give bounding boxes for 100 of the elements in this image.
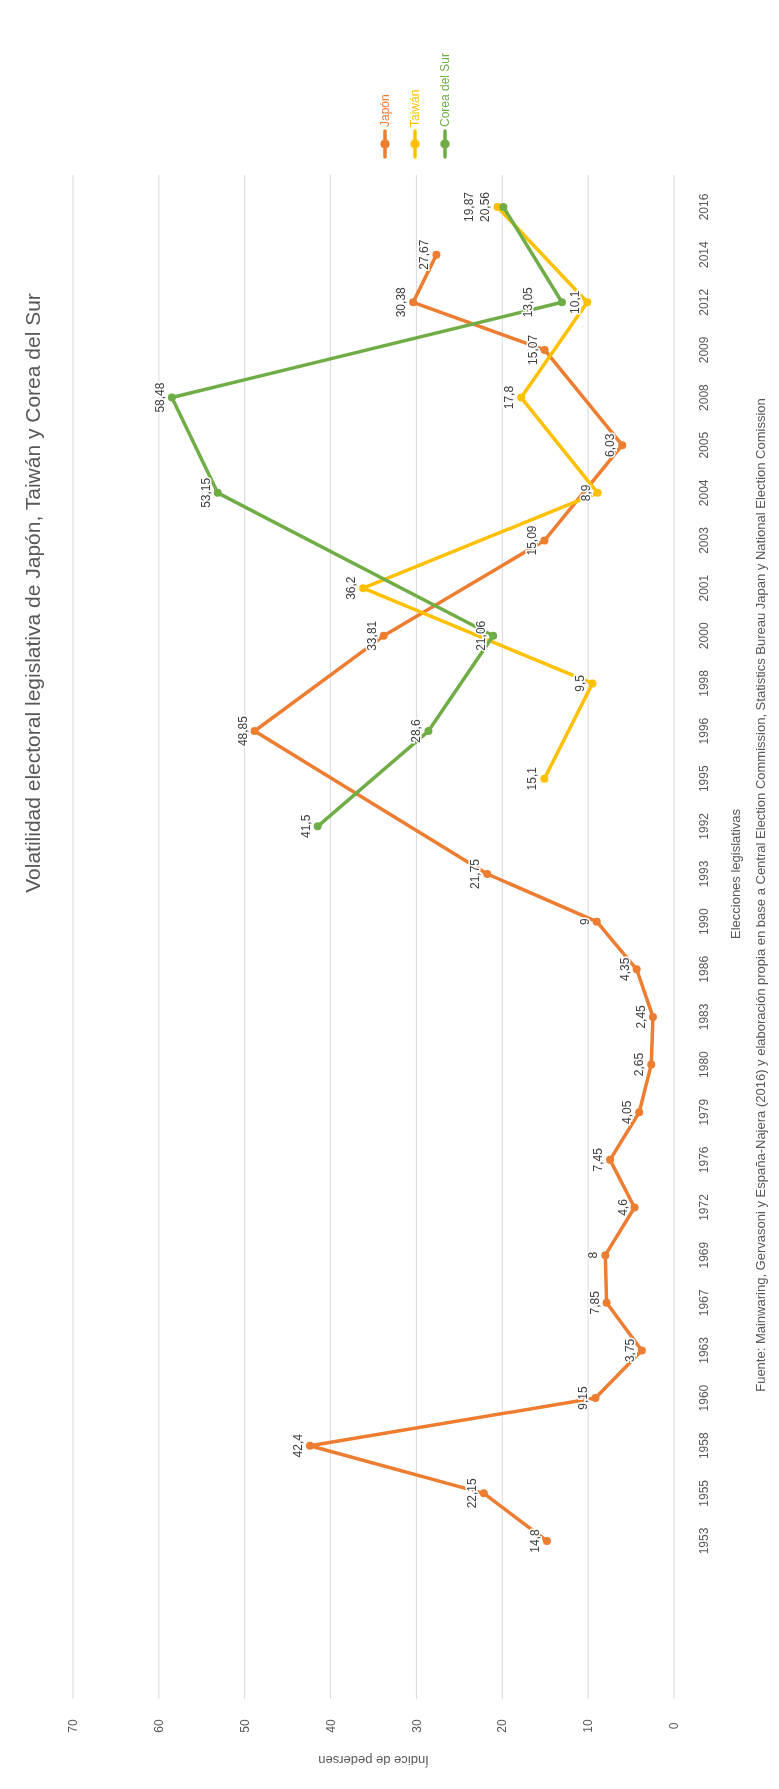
y-axis-title: Elecciones legislativas [728, 808, 743, 940]
data-label: 20,56 [478, 191, 493, 223]
y-tick-label: 2014 [697, 240, 712, 268]
point [647, 1060, 656, 1069]
text: Japón [378, 94, 393, 127]
point [432, 250, 441, 259]
y-tick-label: 1960 [697, 1384, 712, 1412]
data-label: 21,75 [468, 858, 483, 890]
data-label: 48,85 [235, 715, 250, 747]
text: Taiwán [408, 89, 423, 127]
data-label: 14,8 [527, 1529, 542, 1553]
data-label: 21,06 [474, 620, 489, 651]
y-tick-label: 1972 [697, 1193, 712, 1221]
data-label: 15,07 [525, 334, 540, 365]
data-label: 2,65 [632, 1052, 647, 1077]
data-label: 41,5 [298, 814, 313, 839]
y-tick-label: 1963 [697, 1336, 712, 1364]
data-label: 15,09 [525, 525, 540, 556]
data-label: 13,05 [520, 286, 535, 318]
data-label: 4,6 [615, 1198, 630, 1216]
point [379, 631, 388, 640]
data-label: 36,2 [344, 576, 359, 600]
y-tick-label: 2001 [697, 574, 712, 602]
point [618, 441, 627, 450]
y-tick-label: 1992 [697, 812, 712, 840]
x-tick-label: 50 [237, 1719, 252, 1733]
y-tick-label: 2008 [697, 383, 712, 411]
point [591, 1394, 600, 1403]
y-tick-label: 1983 [697, 1003, 712, 1031]
point [588, 679, 597, 688]
text: Corea del Sur [438, 52, 453, 127]
point [483, 870, 492, 878]
point [630, 1203, 639, 1212]
point [540, 774, 549, 783]
data-label: 6,03 [603, 433, 618, 457]
y-tick-label: 2005 [697, 431, 712, 459]
point [592, 917, 601, 926]
point [409, 298, 418, 307]
y-tick-label: 2009 [697, 336, 712, 364]
y-tick-label: 2003 [697, 526, 712, 554]
data-label: 42,4 [290, 1433, 305, 1458]
point [542, 1537, 551, 1545]
data-label: 17,8 [502, 385, 517, 410]
x-tick-label: 40 [323, 1719, 338, 1733]
point [167, 393, 176, 402]
point [305, 1441, 314, 1450]
data-label: 7,45 [591, 1147, 606, 1172]
data-label: 4,05 [620, 1100, 635, 1124]
x-tick-label: 0 [667, 1722, 682, 1730]
data-label: 8 [586, 1251, 601, 1259]
x-tick-label: 20 [495, 1719, 510, 1733]
data-label: 3,75 [622, 1338, 637, 1363]
data-label: 10,1 [568, 290, 583, 314]
data-label: 8,9 [578, 484, 593, 502]
x-tick-label: 10 [581, 1719, 596, 1733]
x-tick-label: 70 [66, 1719, 81, 1733]
point [479, 1489, 488, 1498]
data-label: 30,38 [394, 286, 409, 318]
y-tick-label: 1969 [697, 1241, 712, 1269]
y-tick-label: 1955 [697, 1479, 712, 1507]
point [540, 536, 549, 545]
y-tick-label: 1958 [697, 1432, 712, 1460]
data-label: 22,15 [464, 1478, 479, 1509]
y-tick-label: 2012 [697, 288, 712, 316]
point [583, 298, 592, 307]
y-tick-label: 1980 [697, 1050, 712, 1078]
data-label: 4,35 [617, 957, 632, 981]
point [499, 203, 508, 211]
y-tick-label: 1967 [697, 1289, 712, 1317]
point [424, 727, 433, 736]
y-tick-label: 1995 [697, 765, 712, 793]
data-label: 27,67 [417, 239, 432, 270]
point [601, 1251, 610, 1260]
point [517, 393, 526, 402]
y-tick-label: 1953 [697, 1527, 712, 1555]
data-label: 28,6 [409, 719, 424, 743]
point [648, 1012, 657, 1021]
y-tick-label: 1979 [697, 1098, 712, 1126]
point [250, 727, 259, 736]
point [602, 1298, 611, 1307]
point [635, 1108, 644, 1117]
y-tick-label: 2004 [697, 479, 712, 507]
data-label: 19,87 [462, 191, 477, 223]
y-tick-label: 1996 [697, 717, 712, 745]
data-label: 53,15 [198, 477, 213, 508]
data-label: 7,85 [587, 1290, 602, 1315]
point [557, 298, 566, 307]
point [540, 345, 549, 354]
point [489, 631, 498, 640]
x-tick-label: 30 [409, 1719, 424, 1733]
point [313, 822, 322, 831]
x-tick-label: 60 [152, 1719, 167, 1733]
point [637, 1346, 646, 1355]
point [606, 1155, 615, 1164]
data-label: 2,45 [633, 1004, 648, 1029]
data-label: 33,81 [364, 620, 379, 651]
data-label: 9 [577, 917, 592, 925]
point [632, 965, 641, 974]
data-label: 15,1 [525, 766, 540, 791]
data-label: 58,48 [152, 382, 167, 413]
